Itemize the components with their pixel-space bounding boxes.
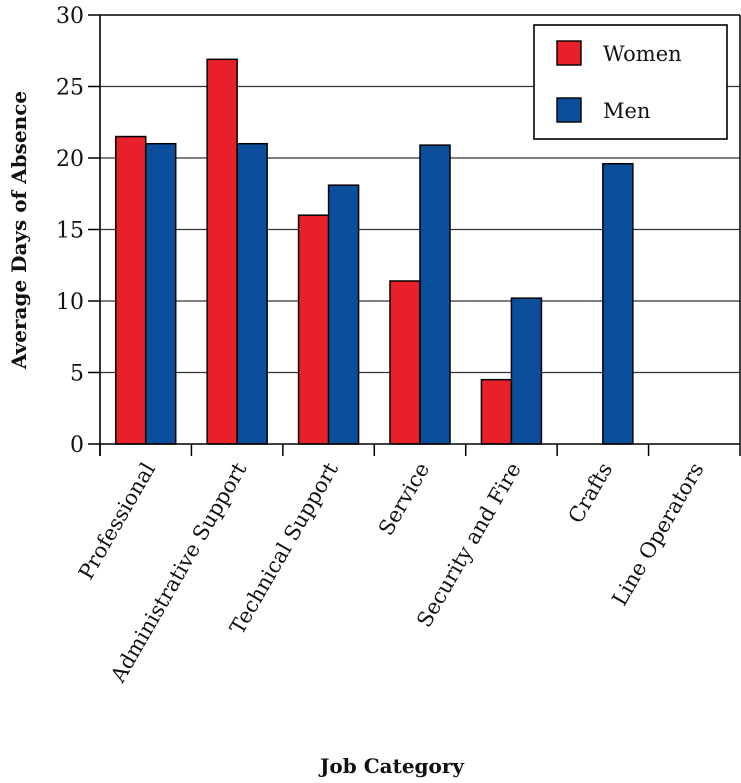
legend-swatch-men (556, 97, 582, 123)
y-axis-title: Average Days of Absence (7, 91, 31, 370)
x-tick-label: Crafts (564, 459, 618, 528)
bars (114, 58, 634, 445)
bar-women-0 (114, 135, 147, 445)
legend-swatch-women (556, 40, 582, 66)
x-tick-label: Line Operators (607, 459, 708, 610)
bar-women-1 (206, 58, 238, 445)
bar-men-0 (144, 142, 177, 445)
y-tick-label: 0 (70, 433, 84, 458)
y-tick-label: 30 (56, 4, 84, 29)
x-tick-label: Service (374, 459, 435, 540)
legend-label-women: Women (603, 42, 682, 66)
legend-label-men: Men (603, 99, 650, 123)
x-tick-label: Security and Fire (412, 459, 526, 632)
y-tick-label: 25 (56, 76, 84, 101)
bar-men-5 (602, 162, 634, 445)
x-tick-label: Professional (74, 458, 160, 583)
bar-men-1 (236, 142, 268, 445)
bar-women-3 (389, 280, 421, 445)
bar-men-4 (510, 297, 543, 445)
x-axis-title: Job Category (318, 754, 465, 778)
y-tick-label: 10 (56, 290, 84, 315)
bar-men-3 (419, 144, 451, 445)
bar-women-2 (297, 214, 330, 445)
y-tick-label: 20 (56, 147, 84, 172)
plot-frame (99, 14, 741, 456)
bar-women-4 (480, 378, 513, 445)
bar-men-2 (327, 184, 360, 445)
y-tick-label: 15 (56, 219, 84, 244)
y-tick-label: 5 (70, 362, 84, 387)
legend: Women Men (533, 24, 728, 140)
y-axis-ticks: 0 5 10 15 20 25 30 (56, 4, 100, 458)
